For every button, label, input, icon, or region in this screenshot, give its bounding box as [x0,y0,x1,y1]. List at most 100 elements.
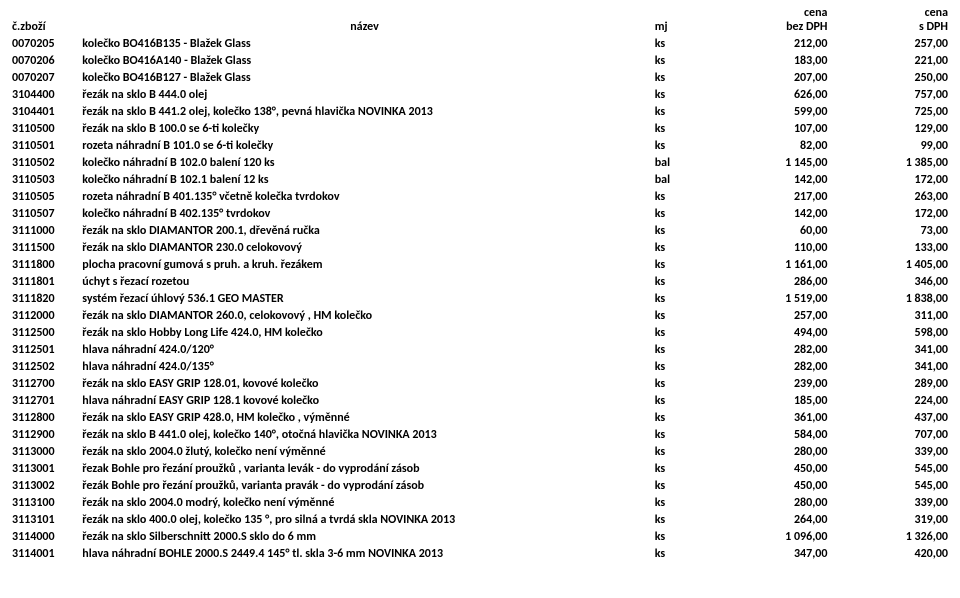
cell-name: řezák na sklo DIAMANTOR 200.1, dřevěná r… [78,222,650,239]
cell-price-no-vat: 60,00 [711,222,832,239]
cell-price-no-vat: 282,00 [711,341,832,358]
cell-unit: ks [651,528,711,545]
cell-name: řezák na sklo 400.0 olej, kolečko 135 °,… [78,511,650,528]
cell-price-no-vat: 450,00 [711,477,832,494]
table-row: 3104401řezák na sklo B 441.2 olej, koleč… [8,103,952,120]
cell-price-no-vat: 599,00 [711,103,832,120]
table-row: 3111800plocha pracovní gumová s pruh. a … [8,256,952,273]
cell-unit: ks [651,239,711,256]
cell-price-with-vat: 289,00 [831,375,952,392]
cell-price-no-vat: 347,00 [711,545,832,562]
cell-unit: ks [651,290,711,307]
cell-price-with-vat: 1 326,00 [831,528,952,545]
cell-unit: ks [651,409,711,426]
table-row: 3114000řezák na sklo Silberschnitt 2000.… [8,528,952,545]
table-row: 3112000řezák na sklo DIAMANTOR 260.0, ce… [8,307,952,324]
cell-unit: ks [651,205,711,222]
cell-unit: bal [651,154,711,171]
cell-price-with-vat: 545,00 [831,460,952,477]
cell-name: řezák na sklo EASY GRIP 428.0, HM kolečk… [78,409,650,426]
cell-price-with-vat: 346,00 [831,273,952,290]
cell-price-no-vat: 107,00 [711,120,832,137]
cell-code: 3113100 [8,494,78,511]
cell-price-no-vat: 82,00 [711,137,832,154]
hdr-p1-1: cena [711,4,832,20]
cell-unit: ks [651,324,711,341]
cell-unit: ks [651,222,711,239]
cell-price-with-vat: 339,00 [831,443,952,460]
cell-price-no-vat: 494,00 [711,324,832,341]
cell-unit: ks [651,392,711,409]
cell-price-with-vat: 339,00 [831,494,952,511]
cell-price-with-vat: 221,00 [831,52,952,69]
hdr-code-2: č.zboží [8,20,78,36]
cell-name: hlava náhradní BOHLE 2000.S 2449.4 145° … [78,545,650,562]
cell-price-with-vat: 250,00 [831,69,952,86]
table-row: 3110502kolečko náhradní B 102.0 balení 1… [8,154,952,171]
cell-code: 3110507 [8,205,78,222]
price-table: cena cena č.zboží název mj bez DPH s DPH… [8,4,952,562]
table-row: 3112800řezák na sklo EASY GRIP 428.0, HM… [8,409,952,426]
cell-unit: ks [651,375,711,392]
cell-price-no-vat: 183,00 [711,52,832,69]
hdr-unit-1 [651,4,711,20]
cell-unit: bal [651,171,711,188]
cell-code: 3112500 [8,324,78,341]
table-row: 3111000řezák na sklo DIAMANTOR 200.1, dř… [8,222,952,239]
cell-name: řezák Bohle pro řezání proužků, varianta… [78,477,650,494]
table-header: cena cena č.zboží název mj bez DPH s DPH [8,4,952,35]
cell-code: 3110501 [8,137,78,154]
cell-code: 3110503 [8,171,78,188]
cell-name: kolečko BO416A140 - Blažek Glass [78,52,650,69]
cell-unit: ks [651,460,711,477]
hdr-p2-1: cena [831,4,952,20]
cell-code: 3113101 [8,511,78,528]
cell-name: řezák na sklo DIAMANTOR 230.0 celokovový [78,239,650,256]
table-row: 3112501hlava náhradní 424.0/120°ks282,00… [8,341,952,358]
cell-code: 3110500 [8,120,78,137]
table-row: 0070207kolečko BO416B127 - Blažek Glassk… [8,69,952,86]
cell-name: systém řezací úhlový 536.1 GEO MASTER [78,290,650,307]
cell-price-with-vat: 725,00 [831,103,952,120]
table-row: 3113100řezák na sklo 2004.0 modrý, koleč… [8,494,952,511]
cell-price-no-vat: 217,00 [711,188,832,205]
table-row: 3112700řezák na sklo EASY GRIP 128.01, k… [8,375,952,392]
table-row: 3110501rozeta náhradní B 101.0 se 6-ti k… [8,137,952,154]
cell-name: rozeta náhradní B 401.135° včetně kolečk… [78,188,650,205]
cell-name: řezák na sklo EASY GRIP 128.01, kovové k… [78,375,650,392]
cell-name: řezák na sklo 2004.0 žlutý, kolečko není… [78,443,650,460]
cell-code: 3104400 [8,86,78,103]
table-row: 3113001řezak Bohle pro řezání proužků , … [8,460,952,477]
cell-code: 0070205 [8,35,78,52]
cell-code: 3112700 [8,375,78,392]
cell-price-with-vat: 263,00 [831,188,952,205]
cell-price-no-vat: 239,00 [711,375,832,392]
cell-price-with-vat: 757,00 [831,86,952,103]
cell-unit: ks [651,358,711,375]
cell-name: kolečko náhradní B 102.1 balení 12 ks [78,171,650,188]
price-list-page: cena cena č.zboží název mj bez DPH s DPH… [0,0,960,572]
cell-price-with-vat: 1 838,00 [831,290,952,307]
cell-name: řezák na sklo Hobby Long Life 424.0, HM … [78,324,650,341]
hdr-p2-2: s DPH [831,20,952,36]
cell-price-with-vat: 172,00 [831,171,952,188]
table-row: 0070206kolečko BO416A140 - Blažek Glassk… [8,52,952,69]
cell-name: plocha pracovní gumová s pruh. a kruh. ř… [78,256,650,273]
cell-name: řezák na sklo B 444.0 olej [78,86,650,103]
cell-price-with-vat: 99,00 [831,137,952,154]
cell-unit: ks [651,545,711,562]
hdr-p1-2: bez DPH [711,20,832,36]
table-body: 0070205kolečko BO416B135 - Blažek Glassk… [8,35,952,562]
cell-price-with-vat: 341,00 [831,358,952,375]
cell-code: 3110502 [8,154,78,171]
table-row: 3112502hlava náhradní 424.0/135°ks282,00… [8,358,952,375]
cell-unit: ks [651,256,711,273]
cell-price-no-vat: 212,00 [711,35,832,52]
cell-price-no-vat: 280,00 [711,494,832,511]
cell-unit: ks [651,86,711,103]
table-row: 3113002řezák Bohle pro řezání proužků, v… [8,477,952,494]
cell-code: 3111500 [8,239,78,256]
cell-unit: ks [651,69,711,86]
cell-name: hlava náhradní 424.0/135° [78,358,650,375]
table-row: 3114001hlava náhradní BOHLE 2000.S 2449.… [8,545,952,562]
